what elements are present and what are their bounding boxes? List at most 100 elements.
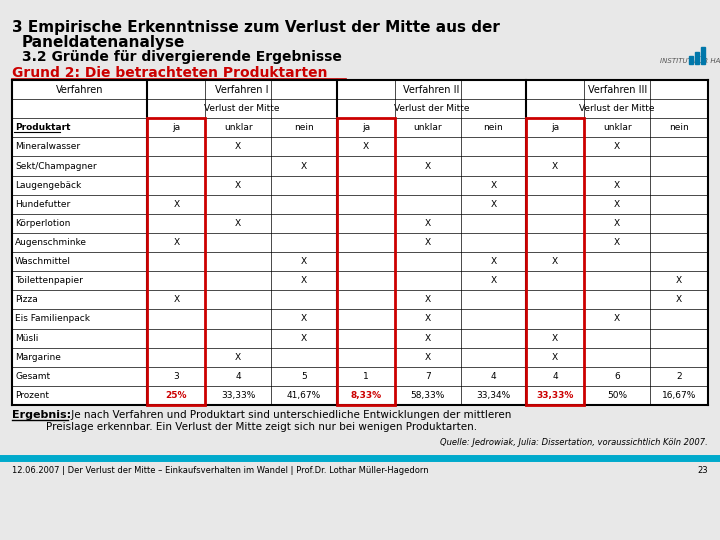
Text: 1: 1: [363, 372, 369, 381]
Text: Je nach Verfahren und Produktart sind unterschiedliche Entwicklungen der mittler: Je nach Verfahren und Produktart sind un…: [68, 410, 511, 420]
Text: X: X: [614, 219, 620, 228]
Text: X: X: [552, 257, 558, 266]
Text: X: X: [676, 295, 682, 305]
Text: X: X: [301, 276, 307, 285]
Text: 6: 6: [614, 372, 620, 381]
Text: X: X: [425, 238, 431, 247]
Text: X: X: [235, 353, 241, 362]
Text: Margarine: Margarine: [15, 353, 61, 362]
Text: unklar: unklar: [603, 123, 631, 132]
Text: X: X: [425, 353, 431, 362]
Text: ja: ja: [172, 123, 181, 132]
Text: Quelle: Jedrowiak, Julia: Dissertation, voraussichtlich Köln 2007.: Quelle: Jedrowiak, Julia: Dissertation, …: [440, 438, 708, 447]
Text: INSTITUT FÜR HANDELSFORSCHUNG: INSTITUT FÜR HANDELSFORSCHUNG: [660, 57, 720, 64]
Text: Körperlotion: Körperlotion: [15, 219, 71, 228]
Text: 4: 4: [490, 372, 496, 381]
Text: nein: nein: [484, 123, 503, 132]
Text: 4: 4: [235, 372, 241, 381]
Text: Prozent: Prozent: [15, 391, 49, 400]
Text: Sekt/Champagner: Sekt/Champagner: [15, 161, 96, 171]
Text: X: X: [552, 161, 558, 171]
Text: Preislage erkennbar. Ein Verlust der Mitte zeigt sich nur bei wenigen Produktart: Preislage erkennbar. Ein Verlust der Mit…: [46, 422, 477, 432]
Text: X: X: [174, 295, 179, 305]
Text: 33,34%: 33,34%: [476, 391, 510, 400]
Text: X: X: [425, 334, 431, 342]
Text: Laugengebäck: Laugengebäck: [15, 181, 81, 190]
Text: X: X: [490, 257, 497, 266]
Text: 3.2 Gründe für divergierende Ergebnisse: 3.2 Gründe für divergierende Ergebnisse: [22, 50, 342, 64]
Text: X: X: [363, 143, 369, 151]
Bar: [695, 52, 699, 64]
Bar: [526, 118, 584, 405]
Text: Verfahren II: Verfahren II: [403, 85, 460, 94]
Text: X: X: [614, 314, 620, 323]
Text: X: X: [425, 161, 431, 171]
Text: Verlust der Mitte: Verlust der Mitte: [204, 104, 280, 113]
Text: nein: nein: [294, 123, 314, 132]
Text: Produktart: Produktart: [15, 123, 71, 132]
Text: X: X: [425, 295, 431, 305]
Text: X: X: [490, 181, 497, 190]
Text: X: X: [552, 334, 558, 342]
Text: Augenschminke: Augenschminke: [15, 238, 87, 247]
Text: X: X: [235, 219, 241, 228]
Bar: [337, 118, 395, 405]
Text: 50%: 50%: [607, 391, 627, 400]
Text: Verfahren III: Verfahren III: [588, 85, 647, 94]
Text: X: X: [676, 276, 682, 285]
Text: Müsli: Müsli: [15, 334, 38, 342]
Bar: [689, 56, 693, 64]
Text: Toilettenpapier: Toilettenpapier: [15, 276, 83, 285]
Text: X: X: [301, 161, 307, 171]
Text: Mineralwasser: Mineralwasser: [15, 143, 80, 151]
Text: 41,67%: 41,67%: [287, 391, 321, 400]
Text: X: X: [235, 143, 241, 151]
Text: Grund 2: Die betrachteten Produktarten: Grund 2: Die betrachteten Produktarten: [12, 66, 328, 80]
Text: Hundefutter: Hundefutter: [15, 200, 71, 209]
Text: 12.06.2007 | Der Verlust der Mitte – Einkaufsverhalten im Wandel | Prof.Dr. Loth: 12.06.2007 | Der Verlust der Mitte – Ein…: [12, 466, 428, 475]
Text: Gesamt: Gesamt: [15, 372, 50, 381]
Text: X: X: [301, 314, 307, 323]
Text: unklar: unklar: [224, 123, 253, 132]
Text: ja: ja: [552, 123, 559, 132]
Bar: [701, 47, 705, 64]
Text: X: X: [174, 200, 179, 209]
Text: X: X: [614, 143, 620, 151]
Text: X: X: [552, 353, 558, 362]
Text: X: X: [235, 181, 241, 190]
Text: 8,33%: 8,33%: [350, 391, 382, 400]
Text: X: X: [425, 219, 431, 228]
Text: 33,33%: 33,33%: [536, 391, 574, 400]
Text: unklar: unklar: [413, 123, 442, 132]
Text: Verlust der Mitte: Verlust der Mitte: [580, 104, 655, 113]
Text: nein: nein: [669, 123, 689, 132]
Text: Ergebnis:: Ergebnis:: [12, 410, 71, 420]
Text: 3: 3: [174, 372, 179, 381]
Text: 23: 23: [698, 466, 708, 475]
Text: 3 Empirische Erkenntnisse zum Verlust der Mitte aus der: 3 Empirische Erkenntnisse zum Verlust de…: [12, 20, 500, 35]
Text: Verfahren I: Verfahren I: [215, 85, 269, 94]
Text: 25%: 25%: [166, 391, 187, 400]
Text: X: X: [614, 238, 620, 247]
Bar: [12, 80, 708, 405]
Text: 4: 4: [552, 372, 558, 381]
Text: ja: ja: [361, 123, 370, 132]
Text: Verfahren: Verfahren: [56, 85, 104, 94]
Text: X: X: [425, 314, 431, 323]
Text: X: X: [301, 257, 307, 266]
Text: Paneldatenanalyse: Paneldatenanalyse: [22, 35, 185, 50]
Text: X: X: [174, 238, 179, 247]
Text: X: X: [301, 334, 307, 342]
Bar: [148, 118, 205, 405]
Text: 7: 7: [425, 372, 431, 381]
Text: Pizza: Pizza: [15, 295, 37, 305]
Text: 2: 2: [676, 372, 682, 381]
Text: X: X: [614, 200, 620, 209]
Text: 5: 5: [301, 372, 307, 381]
Text: Verlust der Mitte: Verlust der Mitte: [394, 104, 469, 113]
Text: 58,33%: 58,33%: [410, 391, 445, 400]
Text: Waschmittel: Waschmittel: [15, 257, 71, 266]
Text: X: X: [614, 181, 620, 190]
Text: Eis Familienpack: Eis Familienpack: [15, 314, 90, 323]
Text: X: X: [490, 200, 497, 209]
